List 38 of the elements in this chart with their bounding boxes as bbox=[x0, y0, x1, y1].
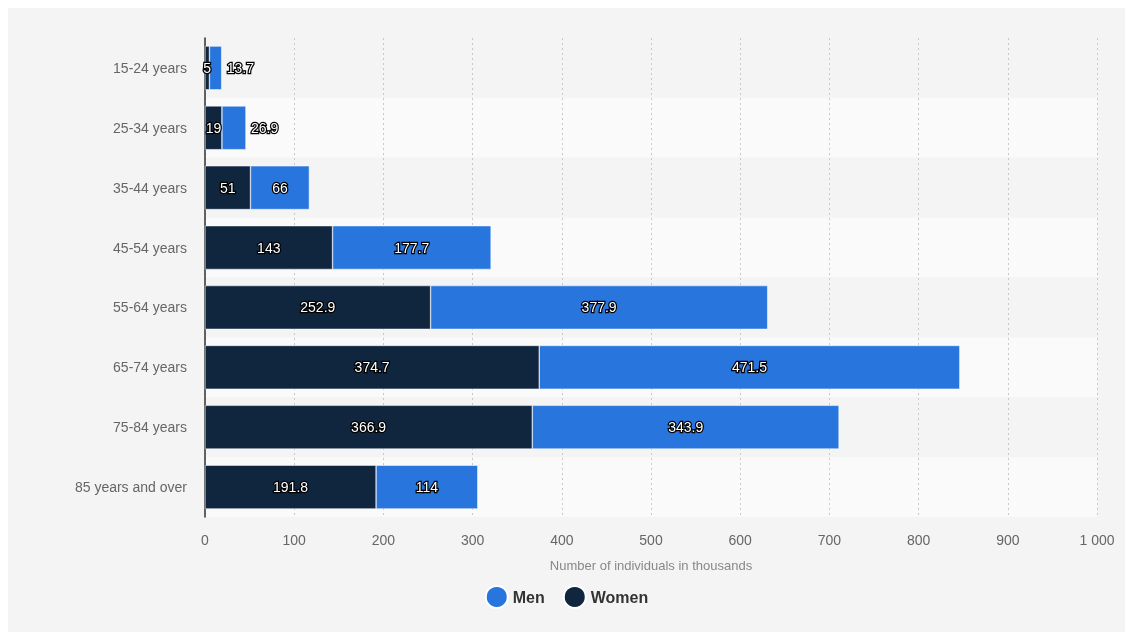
y-tick-label: 25-34 years bbox=[113, 119, 187, 136]
x-tick-label: 200 bbox=[371, 532, 396, 548]
x-tick-label: 0 bbox=[201, 532, 210, 548]
x-tick-label: 100 bbox=[282, 532, 307, 548]
y-tick-label: 65-74 years bbox=[113, 359, 187, 376]
x-tick-label: 500 bbox=[639, 532, 663, 548]
x-tick-label: 800 bbox=[906, 532, 931, 548]
data-label: 66 bbox=[272, 179, 288, 196]
legend-label: Women bbox=[590, 588, 649, 606]
x-tick-label: 300 bbox=[460, 532, 485, 548]
data-label: 13.7 bbox=[226, 59, 255, 76]
legend-label: Men bbox=[512, 588, 545, 606]
data-label: 343.9 bbox=[668, 419, 704, 436]
data-label: 471.5 bbox=[732, 359, 768, 376]
data-label: 191.8 bbox=[273, 479, 309, 496]
data-label: 114 bbox=[415, 479, 439, 496]
data-label: 252.9 bbox=[300, 299, 336, 316]
x-tick-label: 1 000 bbox=[1079, 532, 1115, 548]
data-label: 377.9 bbox=[581, 299, 617, 316]
data-label: 366.9 bbox=[351, 419, 387, 436]
data-label: 177.7 bbox=[394, 239, 430, 256]
data-label: 374.7 bbox=[354, 359, 390, 376]
y-tick-label: 15-24 years bbox=[113, 59, 187, 76]
y-tick-label: 75-84 years bbox=[113, 419, 187, 436]
x-axis-title: Number of individuals in thousands bbox=[549, 558, 753, 573]
y-tick-label: 45-54 years bbox=[113, 239, 187, 256]
bar bbox=[209, 46, 222, 90]
x-tick-label: 600 bbox=[728, 532, 753, 548]
data-label: 26.9 bbox=[250, 119, 279, 136]
data-label: 143 bbox=[257, 239, 281, 256]
y-tick-label: 35-44 years bbox=[113, 179, 187, 196]
data-label: 51 bbox=[219, 179, 236, 196]
y-tick-label: 55-64 years bbox=[113, 299, 187, 316]
x-tick-label: 900 bbox=[996, 532, 1020, 548]
x-tick-label: 400 bbox=[550, 532, 574, 548]
x-tick-label: 700 bbox=[817, 532, 842, 548]
y-tick-label: 85 years and over bbox=[74, 479, 188, 496]
data-label: 19 bbox=[205, 119, 222, 136]
